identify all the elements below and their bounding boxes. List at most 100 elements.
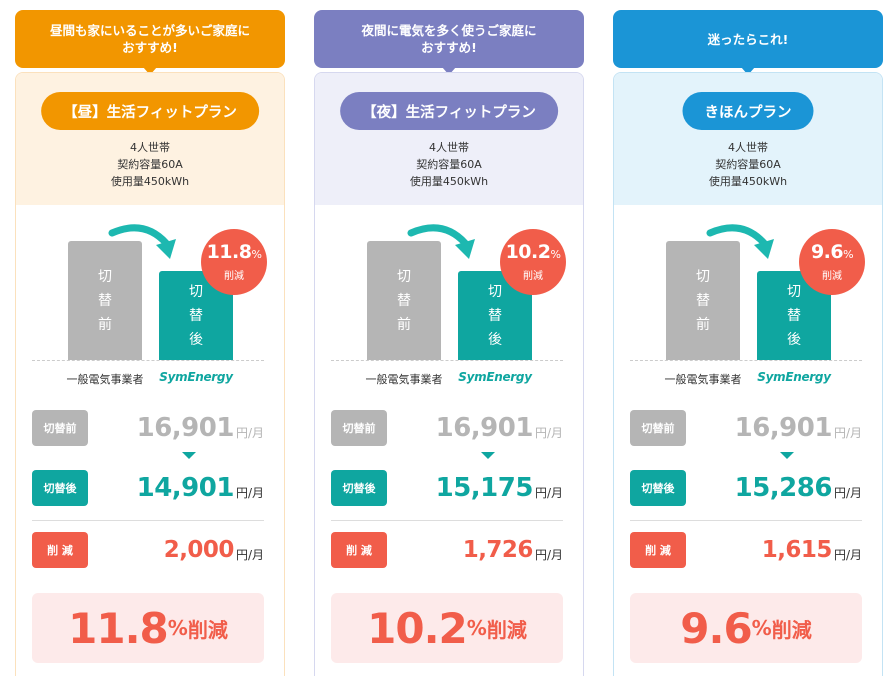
chart-baseline — [630, 360, 862, 361]
badge-pct-unit: % — [843, 248, 854, 261]
conditions: 4人世帯 契約容量60A 使用量450kWh — [315, 139, 583, 190]
plan-name-pill: きほんプラン — [682, 92, 814, 130]
total-percent: 10.2 — [367, 603, 468, 653]
total-saving-box: 11.8 % 削減 — [32, 593, 264, 663]
bubble-tail — [741, 67, 755, 75]
amount-saving: 1,615 円/月 — [762, 532, 862, 568]
row-saving: 削 減 2,000 円/月 — [32, 532, 264, 568]
contract-capacity: 契約容量60A — [416, 158, 482, 171]
curved-arrow-icon — [407, 224, 475, 259]
plan-card-column: 昼間も家にいることが多いご家庭に おすすめ! 【昼】生活フィットプラン 4人世帯… — [15, 0, 285, 676]
divider — [331, 520, 563, 521]
amount-after: 15,286 円/月 — [735, 470, 862, 506]
saving-amount: 1,615 — [761, 537, 833, 563]
bar-before-char: 前 — [397, 316, 411, 333]
contract-capacity: 契約容量60A — [117, 158, 183, 171]
badge-cut-label: 削減 — [224, 271, 244, 282]
recommend-bubble: 夜間に電気を多く使うご家庭に おすすめ! — [314, 10, 584, 75]
badge-pct-value: 9.6 — [810, 241, 844, 263]
total-percent: 9.6 — [680, 603, 752, 653]
row-saving: 削 減 1,615 円/月 — [630, 532, 862, 568]
unit-label: 円/月 — [833, 425, 862, 440]
badge-cut-label: 削減 — [822, 271, 842, 282]
curved-arrow-icon — [706, 224, 774, 259]
conditions: 4人世帯 契約容量60A 使用量450kWh — [614, 139, 882, 190]
recommend-text: 夜間に電気を多く使うご家庭に おすすめ! — [361, 23, 537, 55]
recommend-text: 迷ったらこれ! — [707, 31, 789, 47]
chart-baseline — [331, 360, 563, 361]
label-general-utility: 一般電気事業者 — [365, 373, 443, 386]
bar-before: 切 替 前 — [367, 241, 441, 360]
bar-after-char: 切 — [787, 283, 801, 300]
plan-header: 【昼】生活フィットプラン 4人世帯 契約容量60A 使用量450kWh — [16, 73, 284, 205]
plan-name-pill: 【昼】生活フィットプラン — [41, 92, 259, 130]
tag-before: 切替前 — [630, 410, 686, 446]
total-percent: 11.8 — [68, 603, 169, 653]
price-after: 15,175 — [435, 473, 534, 503]
bar-before-char: 切 — [397, 268, 411, 285]
bar-before-char: 替 — [98, 292, 112, 309]
unit-label: 円/月 — [833, 547, 862, 562]
row-saving: 削 減 1,726 円/月 — [331, 532, 563, 568]
tag-before: 切替前 — [331, 410, 387, 446]
badge-percent: 11.8% — [201, 241, 267, 263]
usage-amount: 使用量450kWh — [409, 175, 489, 188]
unit-label: 円/月 — [235, 425, 264, 440]
total-cut-label: 削減 — [187, 617, 228, 642]
tag-after: 切替後 — [630, 470, 686, 506]
price-before: 16,901 — [136, 413, 235, 443]
bar-after-char: 後 — [488, 331, 502, 348]
household-size: 4人世帯 — [130, 141, 170, 154]
tag-saving: 削 減 — [630, 532, 686, 568]
tag-after: 切替後 — [32, 470, 88, 506]
bar-after-char: 切 — [189, 283, 203, 300]
total-saving-box: 10.2 % 削減 — [331, 593, 563, 663]
bar-before-char: 切 — [696, 268, 710, 285]
bar-before: 切 替 前 — [68, 241, 142, 360]
symenergy-logo: SymEnergy — [757, 370, 831, 384]
row-before: 切替前 16,901 円/月 — [331, 410, 563, 446]
badge-pct-unit: % — [550, 248, 561, 261]
row-before: 切替前 16,901 円/月 — [630, 410, 862, 446]
bar-before-char: 切 — [98, 268, 112, 285]
plan-card: 【夜】生活フィットプラン 4人世帯 契約容量60A 使用量450kWh 切 替 … — [314, 72, 584, 676]
tag-before: 切替前 — [32, 410, 88, 446]
bar-after-char: 切 — [488, 283, 502, 300]
amount-before: 16,901 円/月 — [436, 410, 563, 446]
total-percent-sign: % — [466, 616, 487, 640]
badge-pct-unit: % — [251, 248, 262, 261]
saving-badge: 11.8% 削減 — [201, 229, 267, 295]
bar-after-char: 後 — [787, 331, 801, 348]
price-after: 15,286 — [734, 473, 833, 503]
comparison-chart: 切 替 前 切 替 後 10.2% 削減 一般電気事業者 — [315, 221, 583, 421]
bar-before-char: 前 — [696, 316, 710, 333]
curved-arrow-icon — [108, 224, 176, 259]
contract-capacity: 契約容量60A — [715, 158, 781, 171]
total-cut-label: 削減 — [486, 617, 527, 642]
bar-after-char: 替 — [787, 307, 801, 324]
plan-card: きほんプラン 4人世帯 契約容量60A 使用量450kWh 切 替 前 切 替 … — [613, 72, 883, 676]
down-triangle-icon — [780, 452, 794, 459]
tag-saving: 削 減 — [331, 532, 387, 568]
recommend-bubble: 昼間も家にいることが多いご家庭に おすすめ! — [15, 10, 285, 75]
amount-before: 16,901 円/月 — [735, 410, 862, 446]
down-triangle-icon — [481, 452, 495, 459]
amount-saving: 2,000 円/月 — [164, 532, 264, 568]
bubble-tail — [442, 67, 456, 75]
down-triangle-icon — [182, 452, 196, 459]
bar-after-char: 替 — [189, 307, 203, 324]
bar-before: 切 替 前 — [666, 241, 740, 360]
plan-header: 【夜】生活フィットプラン 4人世帯 契約容量60A 使用量450kWh — [315, 73, 583, 205]
badge-percent: 9.6% — [799, 241, 865, 263]
tag-after: 切替後 — [331, 470, 387, 506]
comparison-chart: 切 替 前 切 替 後 11.8% 削減 一般電気事業者 — [16, 221, 284, 421]
plan-card: 【昼】生活フィットプラン 4人世帯 契約容量60A 使用量450kWh 切 替 … — [15, 72, 285, 676]
row-after: 切替後 15,286 円/月 — [630, 470, 862, 506]
saving-amount: 2,000 — [163, 537, 235, 563]
bar-before-char: 前 — [98, 316, 112, 333]
price-after: 14,901 — [136, 473, 235, 503]
comparison-chart: 切 替 前 切 替 後 9.6% 削減 一般電気事業者 — [614, 221, 882, 421]
recommend-bubble: 迷ったらこれ! — [613, 10, 883, 75]
row-before: 切替前 16,901 円/月 — [32, 410, 264, 446]
amount-after: 15,175 円/月 — [436, 470, 563, 506]
